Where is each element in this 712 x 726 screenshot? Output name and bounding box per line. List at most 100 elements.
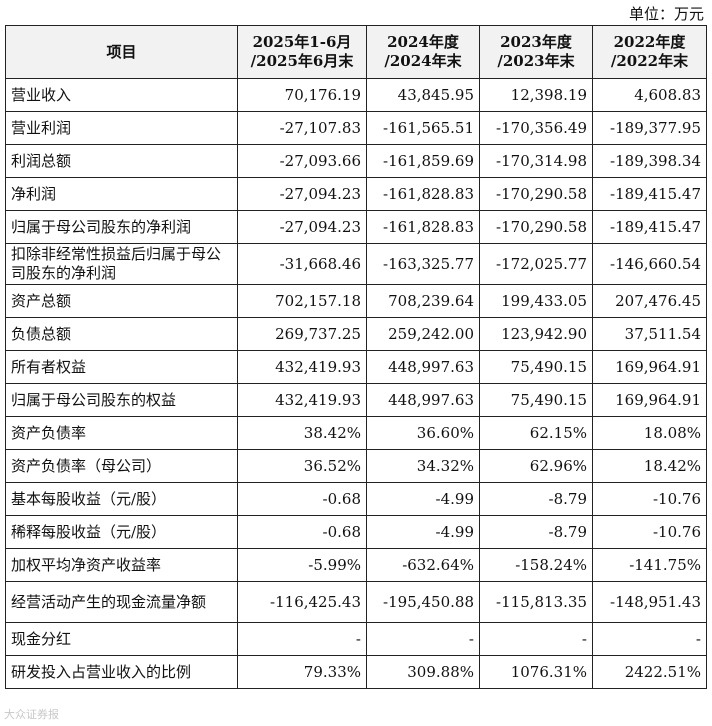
row-value: 36.52%: [237, 449, 367, 483]
table-row: 现金分红 - - - -: [5, 622, 707, 656]
table-row: 基本每股收益（元/股） -0.68 -4.99 -8.79 -10.76: [5, 482, 707, 516]
table-row: 归属于母公司股东的净利润 -27,094.23 -161,828.83 -170,29…: [5, 210, 707, 244]
row-value: 702,157.18: [237, 284, 367, 318]
row-value: -27,093.66: [237, 144, 367, 178]
row-value: -10.76: [592, 515, 707, 549]
header-period-2023: 2023年度/2023年末: [479, 25, 593, 79]
table-row: 营业利润 -27,107.83 -161,565.51 -170,356.49 -189…: [5, 111, 707, 145]
row-label: 稀释每股收益（元/股）: [5, 515, 238, 549]
table-row: 经营活动产生的现金流量净额 -116,425.43 -195,450.88 -115,…: [5, 581, 707, 623]
row-value: 4,608.83: [592, 78, 707, 112]
row-value: -5.99%: [237, 548, 367, 582]
row-label: 净利润: [5, 177, 238, 211]
row-value: 34.32%: [366, 449, 480, 483]
row-value: -161,859.69: [366, 144, 480, 178]
row-value: 432,419.93: [237, 383, 367, 417]
row-label: 扣除非经常性损益后归属于母公司股东的净利润: [5, 243, 238, 285]
row-value: -189,398.34: [592, 144, 707, 178]
row-value: -170,314.98: [479, 144, 593, 178]
row-label: 利润总额: [5, 144, 238, 178]
row-value: -161,828.83: [366, 177, 480, 211]
row-value: -195,450.88: [366, 581, 480, 623]
row-value: -161,565.51: [366, 111, 480, 145]
row-label: 负债总额: [5, 317, 238, 351]
row-value: -116,425.43: [237, 581, 367, 623]
row-value: -8.79: [479, 482, 593, 516]
row-value: -4.99: [366, 515, 480, 549]
row-value: 259,242.00: [366, 317, 480, 351]
header-item: 项目: [5, 25, 238, 79]
row-value: -0.68: [237, 515, 367, 549]
header-period-2025h1: 2025年1-6月/2025年6月末: [237, 25, 367, 79]
row-label: 基本每股收益（元/股）: [5, 482, 238, 516]
row-label: 所有者权益: [5, 350, 238, 384]
row-value: -148,951.43: [592, 581, 707, 623]
row-value: -31,668.46: [237, 243, 367, 285]
row-label: 资产负债率（母公司）: [5, 449, 238, 483]
row-value: -146,660.54: [592, 243, 707, 285]
row-value: -10.76: [592, 482, 707, 516]
row-value: 207,476.45: [592, 284, 707, 318]
row-value: -8.79: [479, 515, 593, 549]
table-row: 净利润 -27,094.23 -161,828.83 -170,290.58 -189,…: [5, 177, 707, 211]
row-value: 2422.51%: [592, 655, 707, 689]
row-value: -: [237, 622, 367, 656]
table-row: 加权平均净资产收益率 -5.99% -632.64% -158.24% -141.75%: [5, 548, 707, 582]
row-value: -115,813.35: [479, 581, 593, 623]
row-label: 经营活动产生的现金流量净额: [5, 581, 238, 623]
row-value: 70,176.19: [237, 78, 367, 112]
row-value: 708,239.64: [366, 284, 480, 318]
row-label: 归属于母公司股东的净利润: [5, 210, 238, 244]
row-value: -170,356.49: [479, 111, 593, 145]
row-label: 营业利润: [5, 111, 238, 145]
row-label: 归属于母公司股东的权益: [5, 383, 238, 417]
row-value: -: [592, 622, 707, 656]
header-period-2022: 2022年度/2022年末: [592, 25, 707, 79]
row-value: -189,377.95: [592, 111, 707, 145]
table-row: 资产总额 702,157.18 708,239.64 199,433.05 207,47…: [5, 284, 707, 318]
row-value: 38.42%: [237, 416, 367, 450]
header-period-2024: 2024年度/2024年末: [366, 25, 480, 79]
row-label: 研发投入占营业收入的比例: [5, 655, 238, 689]
table-row: 营业收入 70,176.19 43,845.95 12,398.19 4,608.83: [5, 78, 707, 112]
table-row: 利润总额 -27,093.66 -161,859.69 -170,314.98 -189…: [5, 144, 707, 178]
table-row: 稀释每股收益（元/股） -0.68 -4.99 -8.79 -10.76: [5, 515, 707, 549]
table-row: 负债总额 269,737.25 259,242.00 123,942.90 37,511…: [5, 317, 707, 351]
row-value: 75,490.15: [479, 383, 593, 417]
row-label: 资产总额: [5, 284, 238, 318]
row-value: -: [479, 622, 593, 656]
row-value: 12,398.19: [479, 78, 593, 112]
row-value: -0.68: [237, 482, 367, 516]
table-row: 所有者权益 432,419.93 448,997.63 75,490.15 169,96…: [5, 350, 707, 384]
row-value: -163,325.77: [366, 243, 480, 285]
row-value: 62.96%: [479, 449, 593, 483]
row-label: 资产负债率: [5, 416, 238, 450]
row-value: -161,828.83: [366, 210, 480, 244]
row-value: 37,511.54: [592, 317, 707, 351]
row-value: 309.88%: [366, 655, 480, 689]
row-value: 432,419.93: [237, 350, 367, 384]
row-value: 62.15%: [479, 416, 593, 450]
row-value: -27,107.83: [237, 111, 367, 145]
table-body: 营业收入 70,176.19 43,845.95 12,398.19 4,608.83 营…: [5, 78, 707, 689]
table-row: 研发投入占营业收入的比例 79.33% 309.88% 1076.31% 2422.51…: [5, 655, 707, 689]
table-row: 资产负债率 38.42% 36.60% 62.15% 18.08%: [5, 416, 707, 450]
row-value: 79.33%: [237, 655, 367, 689]
header-row: 项目 2025年1-6月/2025年6月末 2024年度/2024年末 2023…: [5, 25, 707, 79]
row-value: 448,997.63: [366, 350, 480, 384]
row-value: 169,964.91: [592, 350, 707, 384]
row-value: 18.08%: [592, 416, 707, 450]
row-value: -189,415.47: [592, 177, 707, 211]
table-row: 归属于母公司股东的权益 432,419.93 448,997.63 75,490.15…: [5, 383, 707, 417]
row-value: 448,997.63: [366, 383, 480, 417]
row-value: 18.42%: [592, 449, 707, 483]
financial-data-table: 项目 2025年1-6月/2025年6月末 2024年度/2024年末 2023…: [5, 25, 707, 689]
row-value: 123,942.90: [479, 317, 593, 351]
row-value: 43,845.95: [366, 78, 480, 112]
row-value: -189,415.47: [592, 210, 707, 244]
row-value: -4.99: [366, 482, 480, 516]
watermark: 大众证券报: [4, 708, 59, 721]
row-value: -141.75%: [592, 548, 707, 582]
row-label: 营业收入: [5, 78, 238, 112]
row-value: 269,737.25: [237, 317, 367, 351]
